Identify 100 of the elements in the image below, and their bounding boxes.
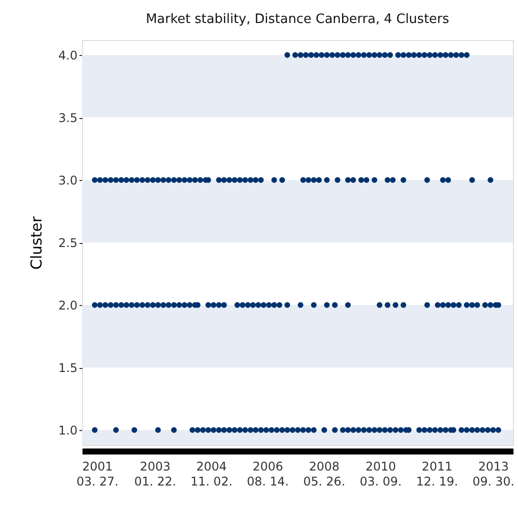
- point: [182, 302, 188, 308]
- x-tick-label: 2004 11. 02.: [190, 460, 233, 488]
- point: [445, 177, 452, 183]
- point: [356, 52, 362, 58]
- point: [424, 177, 430, 183]
- point: [442, 52, 448, 58]
- point: [422, 52, 428, 58]
- point: [438, 52, 444, 58]
- point: [345, 302, 351, 308]
- point: [411, 52, 417, 58]
- point: [432, 52, 438, 58]
- point: [171, 177, 177, 183]
- point: [448, 52, 454, 58]
- point: [155, 302, 161, 308]
- point: [300, 177, 306, 183]
- point: [324, 302, 330, 308]
- point: [310, 302, 317, 308]
- point: [350, 177, 356, 183]
- y-tick-label: 1.0: [58, 424, 78, 438]
- point: [392, 302, 398, 308]
- point: [113, 177, 119, 183]
- point: [186, 177, 193, 183]
- point: [128, 177, 134, 183]
- y-tick-label: 4.0: [58, 48, 78, 62]
- point: [144, 302, 150, 308]
- point: [139, 302, 146, 308]
- point: [210, 302, 216, 308]
- point: [97, 177, 103, 183]
- x-tick-label: 2008 05. 26.: [303, 460, 346, 488]
- point: [266, 302, 272, 308]
- point: [400, 52, 406, 58]
- x-tick-label: 2013 09. 30.: [472, 460, 514, 488]
- point: [232, 177, 238, 183]
- point: [221, 302, 227, 308]
- point: [376, 52, 382, 58]
- point: [186, 302, 193, 308]
- point: [139, 177, 146, 183]
- point: [150, 302, 156, 308]
- point: [324, 52, 330, 58]
- point: [248, 177, 254, 183]
- point: [226, 177, 232, 183]
- point: [400, 177, 406, 183]
- point: [350, 52, 356, 58]
- point: [332, 302, 338, 308]
- point: [240, 302, 246, 308]
- point: [469, 177, 475, 183]
- point: [387, 52, 393, 58]
- point: [474, 302, 480, 308]
- point: [384, 302, 390, 308]
- point: [292, 52, 298, 58]
- point: [324, 177, 330, 183]
- point: [284, 302, 290, 308]
- point: [426, 52, 433, 58]
- point: [298, 52, 304, 58]
- point: [271, 302, 278, 308]
- point: [197, 177, 204, 183]
- point: [108, 177, 114, 183]
- point: [440, 302, 446, 308]
- point: [406, 52, 412, 58]
- point: [124, 302, 130, 308]
- point: [400, 302, 406, 308]
- point: [182, 177, 188, 183]
- point: [271, 177, 278, 183]
- point: [276, 302, 282, 308]
- point: [171, 302, 177, 308]
- point: [306, 177, 312, 183]
- point: [316, 177, 322, 183]
- y-tick-label: 3.0: [58, 174, 78, 188]
- point: [250, 302, 256, 308]
- point: [424, 302, 430, 308]
- x-tick-label: 2011 12. 19.: [416, 460, 458, 488]
- point: [134, 302, 140, 308]
- x-tick-label: 2006 08. 14.: [246, 460, 289, 488]
- point: [108, 302, 114, 308]
- point: [102, 177, 108, 183]
- y-tick-label: 2.0: [58, 298, 78, 312]
- point: [358, 177, 364, 183]
- point: [416, 52, 422, 58]
- point: [176, 302, 182, 308]
- point: [340, 52, 346, 58]
- point: [245, 302, 251, 308]
- point: [260, 302, 266, 308]
- point: [434, 302, 441, 308]
- point: [364, 177, 370, 183]
- point: [450, 302, 456, 308]
- y-tick-label: 3.5: [58, 111, 78, 125]
- point: [134, 177, 140, 183]
- point: [382, 52, 388, 58]
- point: [384, 177, 390, 183]
- point: [279, 177, 285, 183]
- point: [298, 302, 304, 308]
- point: [308, 52, 314, 58]
- point: [234, 302, 240, 308]
- point: [92, 302, 98, 308]
- point: [284, 52, 290, 58]
- chart-title: Market stability, Distance Canberra, 4 Clusters: [146, 12, 450, 27]
- point: [395, 52, 401, 58]
- point: [216, 177, 222, 183]
- point: [376, 302, 382, 308]
- point: [150, 177, 156, 183]
